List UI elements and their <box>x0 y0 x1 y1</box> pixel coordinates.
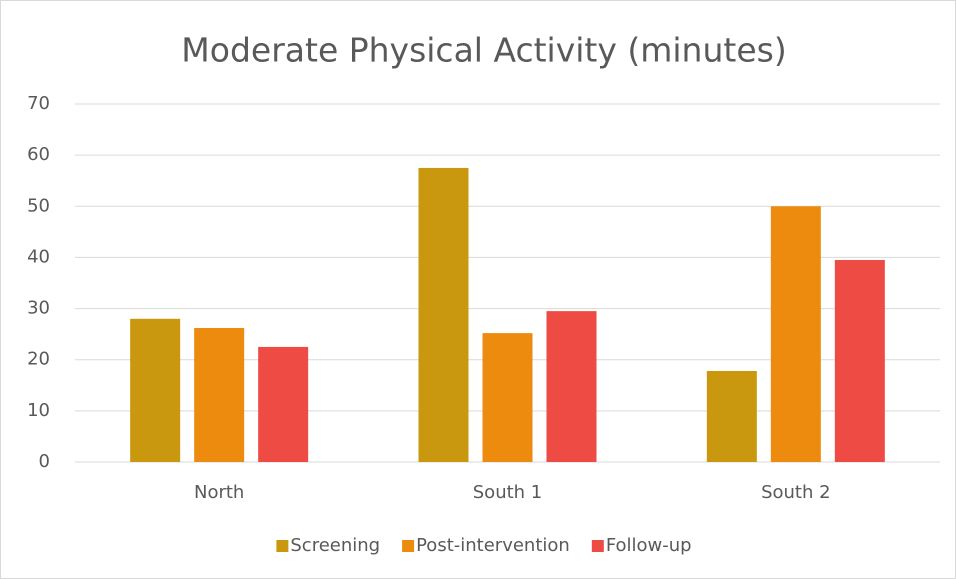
bar <box>546 311 597 462</box>
y-tick-label: 10 <box>27 400 50 421</box>
bar <box>258 346 309 462</box>
legend-swatch <box>591 540 604 552</box>
y-tick-label: 50 <box>27 195 50 216</box>
y-tick-label: 30 <box>27 298 50 319</box>
x-tick-label: South 2 <box>761 482 831 503</box>
y-tick-label: 20 <box>27 349 50 370</box>
legend-label: Screening <box>290 535 380 556</box>
bar <box>834 259 885 462</box>
y-tick-label: 60 <box>27 144 50 165</box>
bar <box>418 167 469 462</box>
bar <box>706 370 757 462</box>
legend-swatch <box>402 540 415 552</box>
legend-swatch <box>276 540 289 552</box>
x-tick-label: South 1 <box>473 482 543 503</box>
legend-label: Follow-up <box>606 535 692 556</box>
y-tick-label: 40 <box>27 246 50 267</box>
bar <box>130 318 181 462</box>
y-tick-label: 70 <box>27 93 50 114</box>
bar <box>482 333 533 462</box>
bar <box>770 206 821 462</box>
y-tick-label: 0 <box>39 451 50 472</box>
bar <box>194 328 245 462</box>
chart-title: Moderate Physical Activity (minutes) <box>181 31 786 70</box>
legend-label: Post-intervention <box>416 535 570 556</box>
x-tick-label: North <box>194 482 244 503</box>
